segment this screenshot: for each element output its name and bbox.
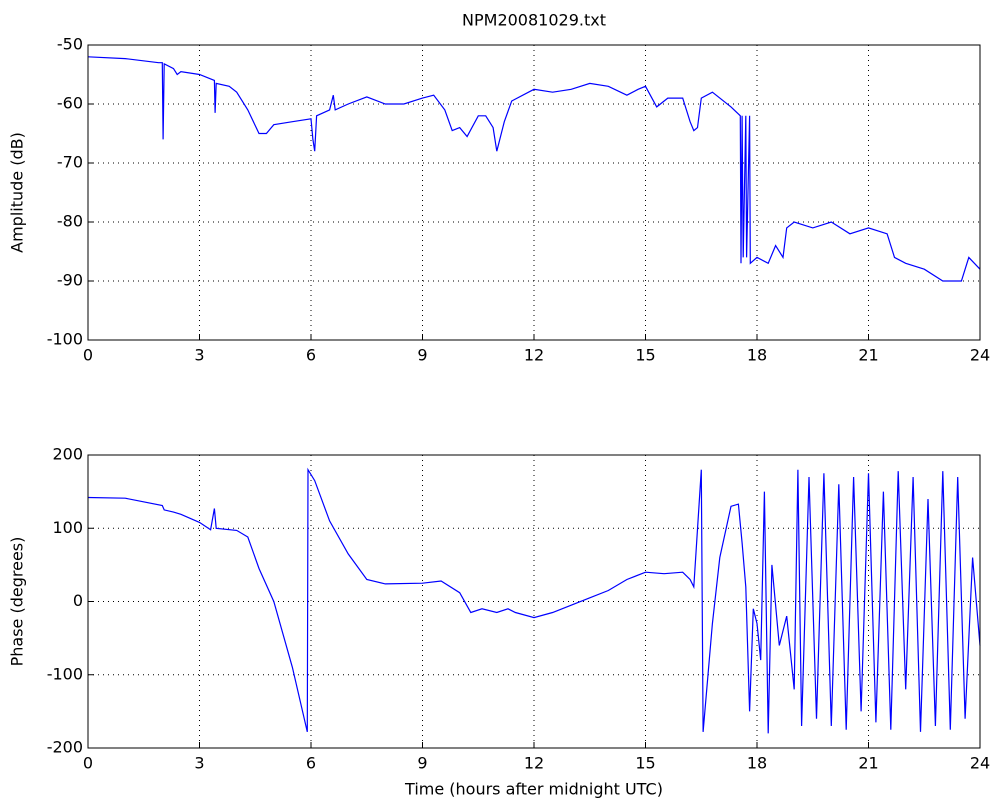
data-line xyxy=(87,56,981,282)
x-tick-label: 15 xyxy=(635,754,655,773)
x-tick-label: 12 xyxy=(524,346,544,365)
y-tick-label: -80 xyxy=(57,212,83,231)
x-tick-label: 3 xyxy=(194,346,204,365)
y-axis-label: Amplitude (dB) xyxy=(8,132,27,253)
y-tick-label: -50 xyxy=(57,35,83,54)
data-line xyxy=(87,467,981,734)
x-tick-label: 3 xyxy=(194,754,204,773)
x-tick-label: 24 xyxy=(970,754,990,773)
x-tick-label: 9 xyxy=(417,346,427,365)
axes-frame xyxy=(87,44,981,341)
y-tick-label: -70 xyxy=(57,153,83,172)
chart-title: NPM20081029.txt xyxy=(462,11,606,30)
x-tick-label: 9 xyxy=(417,754,427,773)
y-tick-label: 0 xyxy=(73,591,83,610)
y-tick-label: -200 xyxy=(47,738,83,757)
x-tick-label: 18 xyxy=(747,346,767,365)
y-tick-label: -60 xyxy=(57,94,83,113)
x-tick-label: 21 xyxy=(858,754,878,773)
y-tick-label: -100 xyxy=(47,664,83,683)
y-tick-label: 100 xyxy=(52,518,83,537)
x-tick-label: 15 xyxy=(635,346,655,365)
x-tick-label: 6 xyxy=(306,346,316,365)
y-axis-label: Phase (degrees) xyxy=(8,537,27,667)
axes-frame xyxy=(87,454,981,749)
x-tick-label: 21 xyxy=(858,346,878,365)
x-axis-label: Time (hours after midnight UTC) xyxy=(404,780,663,799)
y-tick-label: 200 xyxy=(52,445,83,464)
x-tick-label: 12 xyxy=(524,754,544,773)
x-tick-label: 18 xyxy=(747,754,767,773)
x-tick-label: 24 xyxy=(970,346,990,365)
y-tick-label: -100 xyxy=(47,330,83,349)
x-tick-label: 6 xyxy=(306,754,316,773)
x-tick-label: 0 xyxy=(83,754,93,773)
x-tick-label: 0 xyxy=(83,346,93,365)
y-tick-label: -90 xyxy=(57,271,83,290)
